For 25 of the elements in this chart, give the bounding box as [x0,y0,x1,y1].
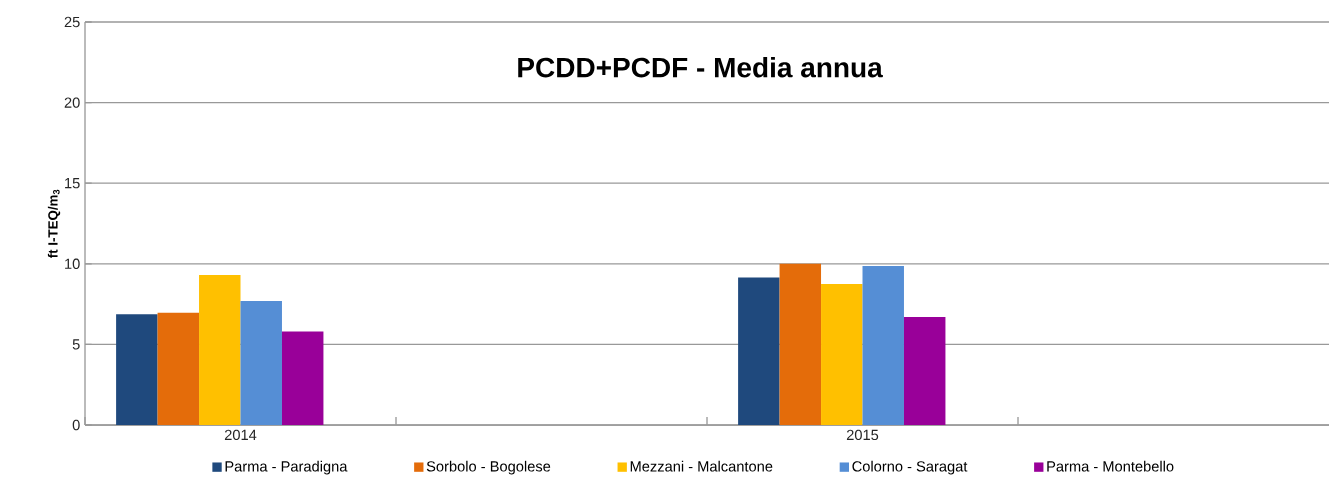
legend-label: Colorno - Saragat [852,460,968,475]
bar [240,300,282,425]
bar [116,314,158,425]
legend-label: Mezzani - Malcantone [630,460,773,472]
legend-label: Parma - Montebello [1047,460,1174,472]
y-tick-label: 10 [65,258,80,269]
y-tick-label: 5 [72,339,80,350]
bar [281,331,324,425]
y-axis-title: ft I-TEQ/m$_{3}$ [47,189,61,259]
x-tick-label: 2015 [846,429,879,441]
x-tick-label: 2014 [224,429,257,441]
bar [779,263,822,425]
bar [821,283,863,425]
y-tick-label: 0 [72,419,80,431]
text: PCDD+PCDF - Media annua [518,56,883,78]
y-tick-label: 25 [64,16,80,28]
y-tick-label: 20 [64,97,80,108]
legend-label: Parma - Paradigna [225,460,348,475]
bar [157,312,200,425]
y-tick-label: 15 [65,178,80,189]
bar [199,275,241,425]
legend-label: Sorbolo - Bogolese [426,460,551,475]
bar [862,265,904,425]
bar [738,277,780,425]
bar [903,316,946,425]
